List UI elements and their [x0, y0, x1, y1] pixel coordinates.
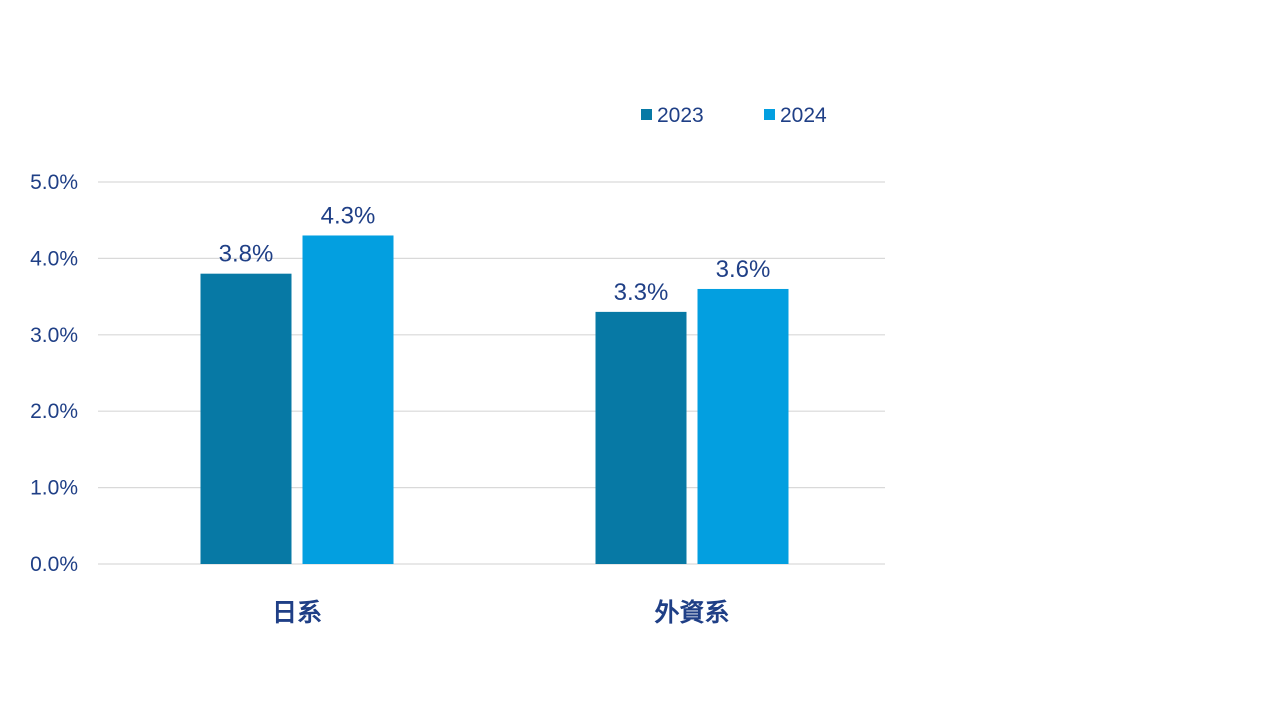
bar [595, 311, 687, 564]
bar [697, 288, 789, 564]
data-labels: 3.8% 4.3% 3.3% 3.6% [219, 202, 771, 305]
y-tick-label: 0.0% [30, 553, 78, 576]
data-label: 3.3% [614, 279, 669, 306]
legend: 2023 2024 [641, 104, 827, 127]
legend-label: 2024 [780, 104, 827, 127]
category-label: 日系 [272, 598, 322, 627]
y-axis-ticks: 0.0% 1.0% 2.0% 3.0% 4.0% 5.0% [30, 171, 78, 576]
y-tick-label: 5.0% [30, 171, 78, 194]
bars [200, 235, 789, 565]
data-label: 4.3% [321, 202, 376, 229]
y-tick-label: 4.0% [30, 247, 78, 270]
data-label: 3.6% [716, 256, 771, 283]
y-tick-label: 2.0% [30, 400, 78, 423]
legend-swatch [764, 109, 775, 120]
category-labels: 日系 外資系 [272, 598, 730, 627]
data-label: 3.8% [219, 241, 274, 268]
category-label: 外資系 [654, 598, 729, 627]
legend-swatch [641, 109, 652, 120]
y-tick-label: 3.0% [30, 324, 78, 347]
bar [302, 235, 394, 565]
bar [200, 273, 292, 564]
legend-label: 2023 [657, 104, 704, 127]
y-tick-label: 1.0% [30, 477, 78, 500]
